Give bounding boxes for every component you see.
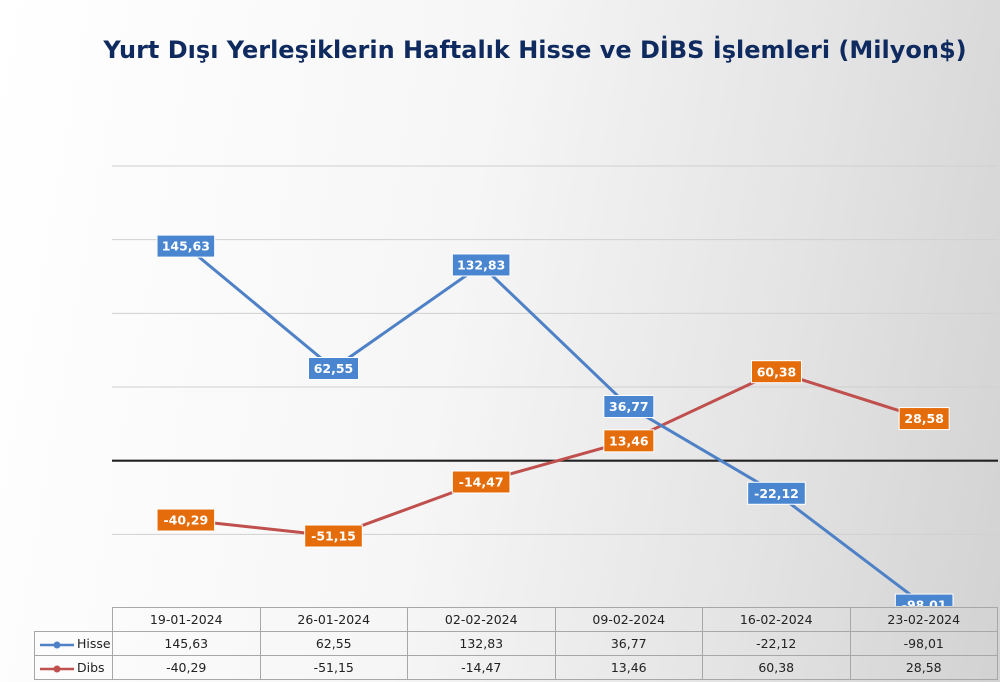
data-label: 28,58 bbox=[904, 411, 944, 426]
data-label: -51,15 bbox=[311, 529, 356, 544]
data-label: 13,46 bbox=[609, 433, 649, 448]
data-label-box bbox=[751, 360, 802, 384]
data-label-box bbox=[603, 429, 655, 453]
data-label: -98,01 bbox=[902, 598, 947, 606]
legend-label: Hisse bbox=[77, 636, 111, 651]
data-label: 60,38 bbox=[757, 364, 797, 379]
category-label: 26-01-2024 bbox=[259, 607, 408, 632]
data-label-box bbox=[156, 234, 216, 258]
table-cell: -51,15 bbox=[259, 655, 408, 680]
table-cell: -98,01 bbox=[849, 631, 998, 656]
data-label-box bbox=[451, 470, 511, 494]
legend-label: Dibs bbox=[77, 660, 105, 675]
data-label: 132,83 bbox=[457, 258, 505, 273]
category-label: 19-01-2024 bbox=[112, 607, 261, 632]
data-label-box bbox=[156, 508, 216, 532]
legend-line-icon bbox=[40, 665, 74, 672]
data-label: -14,47 bbox=[459, 475, 504, 490]
category-label: 23-02-2024 bbox=[849, 607, 998, 632]
chart-plot-area: -40,29 -51,15 -14,47 13,46 60,38 28,58 145,63 6… bbox=[112, 165, 998, 606]
category-label: 02-02-2024 bbox=[407, 607, 556, 632]
table-cell: 145,63 bbox=[112, 631, 261, 656]
series-line-hisse bbox=[184, 244, 926, 606]
table-cell: 60,38 bbox=[702, 655, 851, 680]
series-line-dibs bbox=[185, 370, 925, 538]
data-table-corner bbox=[34, 607, 113, 632]
table-cell: -40,29 bbox=[112, 655, 261, 680]
legend-line-icon bbox=[40, 641, 74, 648]
data-label: -40,29 bbox=[163, 513, 208, 528]
data-label: 62,55 bbox=[314, 361, 354, 376]
legend-entry-dibs: Dibs bbox=[34, 655, 113, 680]
table-cell: 62,55 bbox=[259, 631, 408, 656]
data-label-box bbox=[747, 481, 806, 505]
table-cell: 28,58 bbox=[849, 655, 998, 680]
data-label-box bbox=[304, 524, 363, 548]
legend-entry-hisse: Hisse bbox=[34, 631, 113, 656]
data-label-box bbox=[898, 407, 950, 431]
data-label: 36,77 bbox=[609, 399, 649, 414]
data-label-box bbox=[451, 253, 511, 277]
table-cell: 36,77 bbox=[554, 631, 703, 656]
data-label: -22,12 bbox=[754, 486, 799, 501]
data-label-box bbox=[308, 357, 359, 381]
chart-title: Yurt Dışı Yerleşiklerin Haftalık Hisse v… bbox=[103, 36, 967, 64]
category-label: 09-02-2024 bbox=[554, 607, 703, 632]
data-label: 145,63 bbox=[162, 239, 210, 254]
data-table-header-row: 19-01-2024 26-01-2024 02-02-2024 09-02-2… bbox=[34, 607, 998, 632]
table-cell: 13,46 bbox=[554, 655, 703, 680]
data-table: 19-01-2024 26-01-2024 02-02-2024 09-02-2… bbox=[34, 607, 998, 680]
data-label-box bbox=[894, 593, 954, 606]
category-label: 16-02-2024 bbox=[702, 607, 851, 632]
data-table-row-dibs: Dibs -40,29 -51,15 -14,47 13,46 60,38 28… bbox=[34, 655, 998, 680]
table-cell: -14,47 bbox=[407, 655, 556, 680]
table-cell: -22,12 bbox=[702, 631, 851, 656]
table-cell: 132,83 bbox=[407, 631, 556, 656]
data-table-row-hisse: Hisse 145,63 62,55 132,83 36,77 -22,12 -… bbox=[34, 631, 998, 656]
data-label-box bbox=[603, 394, 655, 418]
